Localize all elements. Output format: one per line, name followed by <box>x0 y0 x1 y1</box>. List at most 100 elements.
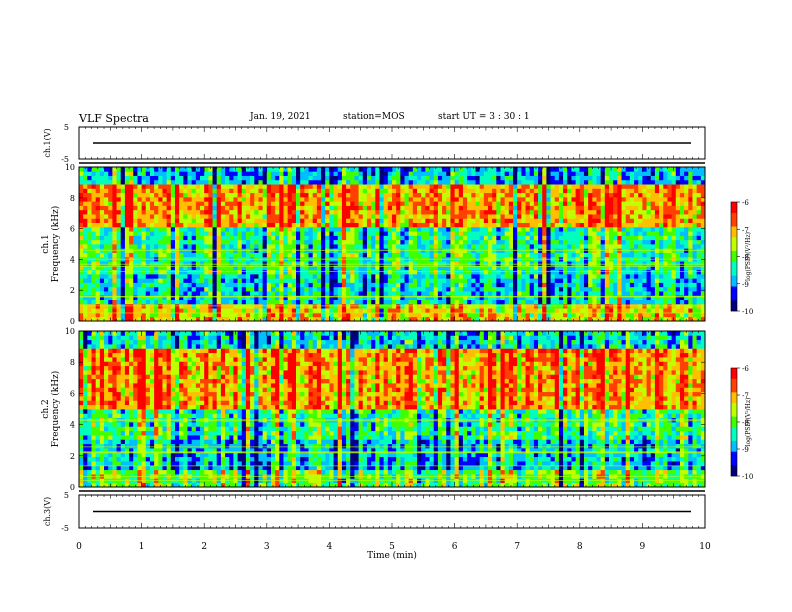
spectrogram-cell <box>475 244 481 249</box>
spectrogram-cell <box>283 308 289 313</box>
spectrogram-cell <box>492 273 497 279</box>
spectrogram-cell <box>337 218 343 224</box>
spectrogram-cell <box>487 218 493 224</box>
spectrogram-cell <box>79 175 84 181</box>
spectrogram-cell <box>141 269 147 275</box>
spectrogram-cell <box>642 278 647 283</box>
spectrogram-cell <box>120 252 126 258</box>
spectrogram-cell <box>621 252 627 258</box>
spectrogram-cell <box>212 179 218 185</box>
spectrogram-cell <box>412 188 418 194</box>
spectrogram-cell <box>304 273 309 279</box>
spectrogram-cell <box>270 179 276 185</box>
spectrogram-cell <box>304 205 309 211</box>
spectrogram-cell <box>154 312 159 318</box>
spectrogram-cell <box>592 299 597 305</box>
spectrogram-cell <box>129 316 134 322</box>
spectrogram-cell <box>250 188 255 194</box>
spectrogram-cell <box>563 231 568 236</box>
spectrogram-cell <box>296 278 301 283</box>
spectrogram-cell <box>462 218 468 224</box>
spectrogram-cell <box>308 192 314 198</box>
spectrogram-cell <box>408 261 414 266</box>
spectrogram-cell <box>129 214 134 219</box>
spectrogram-cell <box>550 188 556 194</box>
spectrogram-cell <box>279 226 284 232</box>
spectrogram-cell <box>575 214 581 219</box>
spectrogram-cell <box>600 205 606 211</box>
spectrogram-cell <box>337 214 343 219</box>
spectrogram-cell <box>450 299 455 305</box>
spectrogram-cell <box>208 231 213 236</box>
spectrogram-cell <box>517 261 522 266</box>
spectrogram-cell <box>166 265 172 271</box>
spectrogram-cell <box>412 192 418 198</box>
spectrogram-cell <box>275 261 280 266</box>
spectrogram-cell <box>579 316 585 322</box>
spectrogram-cell <box>412 235 418 241</box>
spectrogram-cell <box>525 209 531 215</box>
spectrogram-cell <box>371 278 376 283</box>
spectrogram-cell <box>554 214 560 219</box>
spectrogram-cell <box>475 201 481 206</box>
spectrogram-cell <box>79 252 84 258</box>
spectrogram-cell <box>225 291 230 296</box>
spectrogram-cell <box>266 171 272 176</box>
spectrogram-cell <box>229 226 234 232</box>
spectrogram-cell <box>442 192 447 198</box>
spectrogram-cell <box>471 312 476 318</box>
spectrogram-cell <box>475 218 481 224</box>
spectrogram-cell <box>634 252 639 258</box>
spectrogram-cell <box>275 312 280 318</box>
spectrogram-cell <box>513 265 518 271</box>
spectrogram-cell <box>638 171 643 176</box>
spectrogram-cell <box>104 214 109 219</box>
spectrogram-cell <box>162 286 168 292</box>
spectrogram-cell <box>371 201 376 206</box>
spectrogram-cell <box>404 201 410 206</box>
spectrogram-cell <box>500 273 506 279</box>
spectrogram-cell <box>500 252 506 258</box>
spectrogram-cell <box>304 278 309 283</box>
spectrogram-cell <box>542 273 547 279</box>
spectrogram-cell <box>79 244 84 249</box>
spectrogram-cell <box>166 235 172 241</box>
spectrogram-cell <box>450 265 455 271</box>
spectrogram-cell <box>187 291 193 296</box>
spectrogram-cell <box>174 244 180 249</box>
spectrogram-cell <box>250 252 255 258</box>
spectrogram-cell <box>158 286 163 292</box>
spectrogram-cell <box>379 282 385 288</box>
spectrogram-cell <box>600 278 606 283</box>
spectrogram-cell <box>254 299 259 305</box>
spectrogram-cell <box>475 295 481 301</box>
spectrogram-cell <box>629 209 635 215</box>
spectrogram-cell <box>129 273 134 279</box>
spectrogram-cell <box>308 171 314 176</box>
spectrogram-cell <box>321 286 326 292</box>
spectrogram-cell <box>442 171 447 176</box>
spectrogram-cell <box>483 209 489 215</box>
spectrogram-cell <box>429 269 435 275</box>
spectrogram-cell <box>404 175 410 181</box>
spectrogram-cell <box>387 214 393 219</box>
spectrogram-cell <box>442 308 447 313</box>
spectrogram-cell <box>95 214 101 219</box>
spectrogram-cell <box>91 201 97 206</box>
spectrogram-cell <box>95 192 101 198</box>
spectrogram-cell <box>312 261 318 266</box>
spectrogram-cell <box>588 192 593 198</box>
spectrogram-cell <box>442 282 447 288</box>
spectrogram-cell <box>321 261 326 266</box>
spectrogram-cell <box>517 316 522 322</box>
spectrogram-cell <box>437 252 443 258</box>
spectrogram-cell <box>270 273 276 279</box>
spectrogram-cell <box>642 291 647 296</box>
spectrogram-cell <box>366 239 372 245</box>
spectrogram-cell <box>216 316 222 322</box>
spectrogram-cell <box>241 269 247 275</box>
spectrogram-cell <box>467 316 472 322</box>
spectrogram-cell <box>283 239 289 245</box>
spectrogram-cell <box>471 218 476 224</box>
spectrogram-cell <box>442 269 447 275</box>
